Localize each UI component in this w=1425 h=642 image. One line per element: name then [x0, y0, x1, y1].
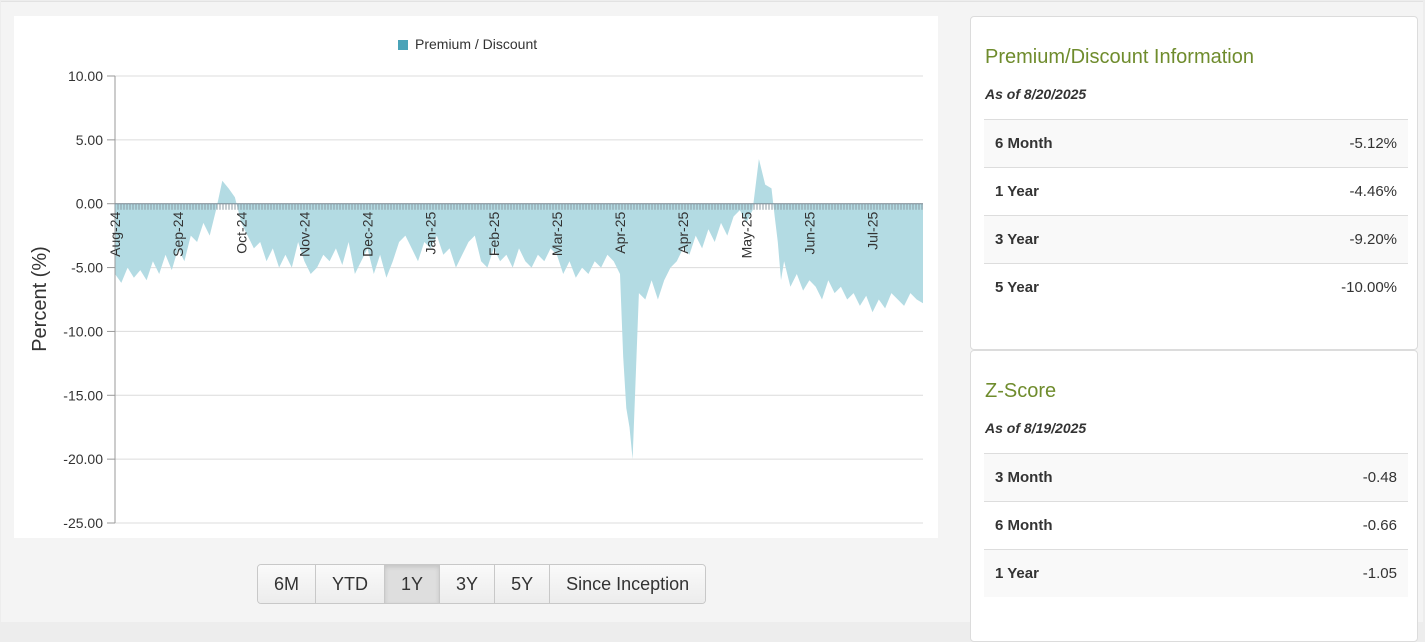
- row-value: -0.66: [1362, 517, 1397, 534]
- x-tick-label: Jul-25: [865, 212, 881, 250]
- range-selector: 6M YTD 1Y 3Y 5Y Since Inception: [257, 564, 707, 604]
- zscore-card: Z-Score As of 8/19/2025 3 Month -0.48 6 Mo…: [970, 350, 1418, 642]
- table-row: 1 Year -4.46%: [984, 167, 1408, 215]
- row-value: -4.46%: [1349, 183, 1397, 200]
- premium-discount-table: 6 Month -5.12% 1 Year -4.46% 3 Year -9.20% 5 Y…: [984, 119, 1408, 311]
- table-row: 3 Year -9.20%: [984, 215, 1408, 263]
- range-button-ytd[interactable]: YTD: [316, 565, 386, 603]
- row-label: 1 Year: [995, 183, 1039, 200]
- y-tick-label: -25.00: [63, 515, 103, 531]
- y-tick-label: -5.00: [71, 260, 103, 276]
- row-label: 3 Year: [995, 231, 1039, 248]
- x-tick-label: Sep-24: [170, 212, 186, 257]
- range-button-3y[interactable]: 3Y: [440, 565, 496, 603]
- legend-label: Premium / Discount: [415, 36, 537, 52]
- row-value: -9.20%: [1349, 231, 1397, 248]
- series-area-premium-discount: [115, 159, 923, 460]
- table-row: 1 Year -1.05: [984, 549, 1408, 597]
- chart-panel: 10.00 5.00 0.00 -5.00 -10.00 -15.00 -20.00 -25.…: [14, 16, 938, 538]
- x-tick-label: Apr-25: [675, 212, 691, 254]
- y-tick-label: 5.00: [76, 132, 103, 148]
- range-button-1y[interactable]: 1Y: [385, 565, 441, 603]
- y-tick-label: -15.00: [63, 387, 103, 403]
- premium-discount-card: Premium/Discount Information As of 8/20/…: [970, 16, 1418, 350]
- row-value: -5.12%: [1349, 135, 1397, 152]
- tick-label-layer: 10.00 5.00 0.00 -5.00 -10.00 -15.00 -20.00 -25.…: [63, 68, 880, 531]
- range-button-6m[interactable]: 6M: [258, 565, 317, 603]
- as-of-date: As of 8/20/2025: [985, 86, 1087, 102]
- range-button-since-inception[interactable]: Since Inception: [550, 565, 706, 603]
- range-button-5y[interactable]: 5Y: [495, 565, 551, 603]
- table-row: 6 Month -0.66: [984, 501, 1408, 549]
- y-tick-label: -10.00: [63, 323, 103, 339]
- grid-layer: [115, 75, 923, 524]
- x-tick-label: Feb-25: [486, 212, 502, 257]
- card-title: Z-Score: [985, 380, 1057, 402]
- x-tick-label: Jun-25: [801, 212, 817, 255]
- y-axis-label: Percent (%): [29, 246, 51, 352]
- x-tick-label: Apr-25: [612, 212, 628, 254]
- x-tick-label: Aug-24: [107, 212, 123, 257]
- legend-swatch: [398, 40, 408, 50]
- table-row: 6 Month -5.12%: [984, 119, 1408, 167]
- y-tick-label: 10.00: [68, 68, 103, 84]
- x-tick-label: Nov-24: [296, 212, 312, 257]
- row-label: 6 Month: [995, 517, 1053, 534]
- row-label: 1 Year: [995, 565, 1039, 582]
- row-label: 6 Month: [995, 135, 1053, 152]
- x-tick-label: May-25: [738, 212, 754, 259]
- x-tick-label: Dec-24: [360, 212, 376, 257]
- zscore-table: 3 Month -0.48 6 Month -0.66 1 Year -1.05: [984, 453, 1408, 597]
- y-tick-label: 0.00: [76, 196, 103, 212]
- axis-layer: [107, 75, 923, 524]
- row-label: 5 Year: [995, 279, 1039, 296]
- row-value: -10.00%: [1341, 279, 1397, 296]
- legend[interactable]: Premium / Discount: [398, 36, 537, 52]
- card-title: Premium/Discount Information: [985, 46, 1254, 68]
- y-tick-label: -20.00: [63, 451, 103, 467]
- x-tick-label: Jan-25: [423, 212, 439, 255]
- row-value: -1.05: [1362, 565, 1397, 582]
- as-of-date: As of 8/19/2025: [985, 420, 1087, 436]
- table-row: 3 Month -0.48: [984, 453, 1408, 501]
- x-tick-label: Oct-24: [233, 212, 249, 254]
- row-label: 3 Month: [995, 469, 1053, 486]
- table-row: 5 Year -10.00%: [984, 263, 1408, 311]
- row-value: -0.48: [1362, 469, 1397, 486]
- x-tick-label: Mar-25: [549, 212, 565, 257]
- premium-discount-chart: 10.00 5.00 0.00 -5.00 -10.00 -15.00 -20.00 -25.…: [29, 36, 923, 531]
